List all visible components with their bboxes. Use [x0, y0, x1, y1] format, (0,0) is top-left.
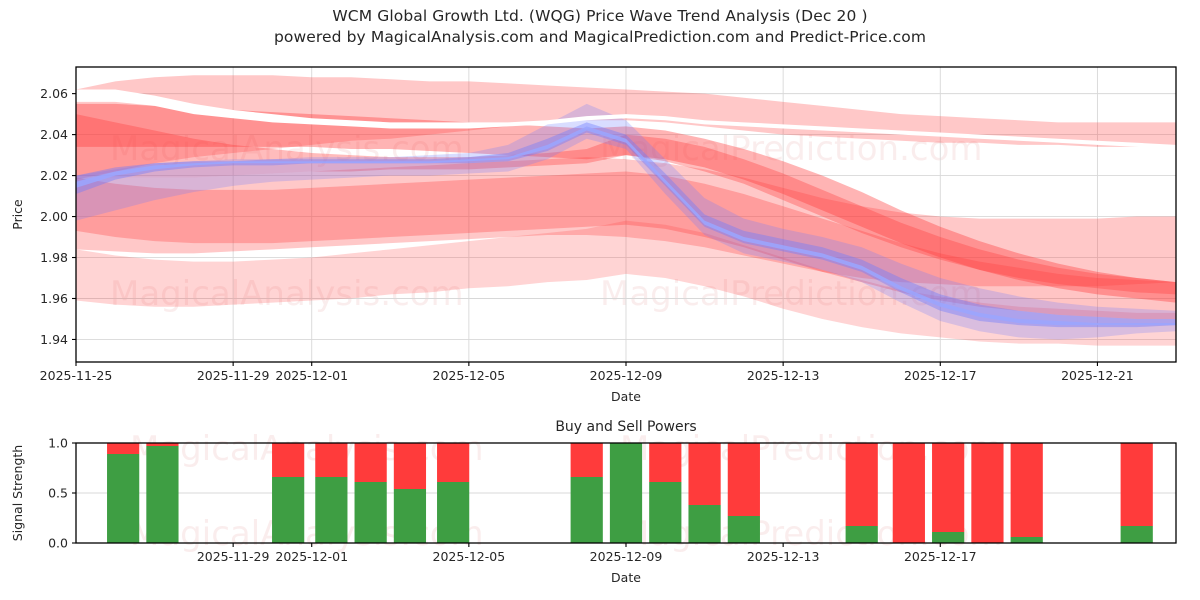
band-outer-red-lower: [76, 157, 1176, 287]
bar-sell-power[interactable]: [688, 443, 721, 505]
x-tick-label: 2025-12-01: [275, 549, 348, 564]
bar-buy-power[interactable]: [609, 443, 643, 543]
y-tick-label: 1.94: [40, 332, 68, 347]
bar-buy-power[interactable]: [272, 477, 305, 543]
bar-sell-power[interactable]: [146, 443, 179, 446]
x-tick-label: 2025-11-25: [40, 368, 113, 383]
bar-sell-power[interactable]: [727, 443, 760, 516]
bar-sell-power[interactable]: [892, 443, 925, 543]
bar-sell-power[interactable]: [1010, 443, 1043, 537]
price-wave-chart: 1.94 1.96 1.98 2.00 2.02 2.04 2.06 2025-11-25 20…: [10, 66, 1177, 404]
y-axis-label: Price: [10, 199, 25, 230]
watermark-text: MagicalPrediction.com: [600, 129, 983, 169]
x-tick-label: 2025-12-13: [747, 368, 820, 383]
y-tick-label: 0.0: [48, 536, 68, 551]
bar-buy-power[interactable]: [688, 505, 721, 543]
x-tick-label: 2025-12-09: [590, 549, 663, 564]
bar-buy-power[interactable]: [354, 482, 387, 543]
bar-sell-power[interactable]: [437, 443, 470, 482]
y-axis-label: Signal Strength: [10, 445, 25, 541]
x-axis-label: Date: [611, 389, 641, 404]
y-tick-label: 1.0: [48, 436, 68, 451]
y-tick-label: 0.5: [48, 486, 68, 501]
x-tick-label: 2025-12-13: [747, 549, 820, 564]
bar-buy-power[interactable]: [146, 446, 179, 543]
bar-sell-power[interactable]: [107, 443, 140, 454]
y-tick-label: 2.04: [40, 127, 68, 142]
bar-buy-power[interactable]: [393, 489, 427, 543]
bar-sell-power[interactable]: [393, 443, 427, 489]
bar-buy-power[interactable]: [570, 477, 603, 543]
bar-sell-power[interactable]: [845, 443, 878, 526]
bar-sell-power[interactable]: [932, 443, 965, 532]
page-title: WCM Global Growth Ltd. (WQG) Price Wave …: [0, 6, 1200, 48]
bar-sell-power[interactable]: [570, 443, 603, 477]
y-tick-label: 2.02: [40, 168, 68, 183]
bar-sell-power[interactable]: [315, 443, 348, 477]
bar-sell-power[interactable]: [1120, 443, 1153, 526]
x-tick-label: 2025-12-21: [1061, 368, 1134, 383]
band-outer-red-upper: [76, 75, 1176, 180]
x-tick-label: 2025-12-05: [433, 368, 506, 383]
title-line-1: WCM Global Growth Ltd. (WQG) Price Wave …: [332, 7, 868, 25]
band-white-separator-upper: [76, 89, 1176, 149]
band-low-pink-band: [76, 220, 1176, 346]
bar-buy-power[interactable]: [437, 482, 470, 543]
title-line-2: powered by MagicalAnalysis.com and Magic…: [273, 28, 927, 46]
y-tick-label: 1.98: [40, 250, 68, 265]
x-axis-label: Date: [611, 570, 641, 585]
bar-buy-power[interactable]: [1120, 526, 1153, 543]
x-tick-label: 2025-12-05: [433, 549, 506, 564]
bar-sell-power[interactable]: [649, 443, 682, 482]
y-tick-label: 2.06: [40, 86, 68, 101]
bar-buy-power[interactable]: [107, 454, 140, 543]
bar-sell-power[interactable]: [272, 443, 305, 477]
x-tick-label: 2025-12-09: [590, 368, 663, 383]
band-mid-red-band-c: [76, 171, 1176, 319]
x-tick-label: 2025-11-29: [197, 549, 270, 564]
y-tick-label: 2.00: [40, 209, 68, 224]
bar-sell-power[interactable]: [971, 443, 1004, 543]
bar-buy-power[interactable]: [932, 532, 965, 543]
band-mid-red-band-a: [76, 103, 1176, 303]
x-tick-label: 2025-12-01: [275, 368, 348, 383]
watermark-text: MagicalAnalysis.com: [130, 514, 484, 554]
bar-buy-power[interactable]: [649, 482, 682, 543]
bar-sell-power[interactable]: [354, 443, 387, 482]
y-tick-label: 1.96: [40, 291, 68, 306]
bar-buy-power[interactable]: [727, 516, 760, 543]
bar-buy-power[interactable]: [315, 477, 348, 543]
watermark-text: MagicalAnalysis.com: [110, 274, 464, 314]
bar-buy-power[interactable]: [1010, 537, 1043, 543]
watermark-text: MagicalAnalysis.com: [130, 429, 484, 469]
x-tick-label: 2025-12-17: [904, 368, 977, 383]
x-tick-label: 2025-11-29: [197, 368, 270, 383]
buy-sell-title: Buy and Sell Powers: [555, 419, 696, 435]
buy-sell-powers-chart: Buy and Sell Powers 0.0 0.5 1.0 2025-11-29 20…: [10, 419, 1177, 585]
bar-buy-power[interactable]: [845, 526, 878, 543]
band-mid-red-band-b: [76, 114, 1176, 295]
x-tick-label: 2025-12-17: [904, 549, 977, 564]
